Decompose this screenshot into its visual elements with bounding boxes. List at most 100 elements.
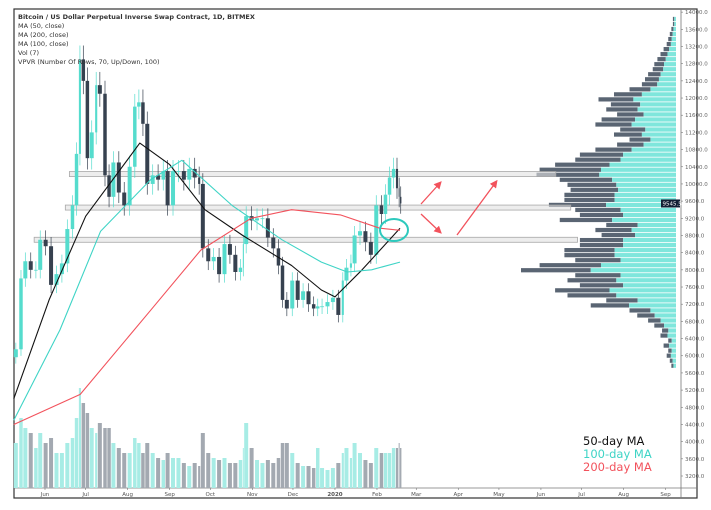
candle-body[interactable]	[280, 265, 285, 300]
candle-body[interactable]	[290, 280, 295, 309]
candle-body[interactable]	[244, 216, 249, 245]
candle-body[interactable]	[198, 177, 201, 184]
candle-body[interactable]	[89, 132, 94, 159]
indicator-ma100[interactable]: MA (100, close)	[18, 40, 69, 48]
candle-body[interactable]	[233, 254, 238, 272]
candle-body[interactable]	[227, 244, 232, 255]
candle-body[interactable]	[200, 183, 205, 249]
candle-body[interactable]	[19, 278, 23, 350]
candle-body[interactable]	[368, 241, 373, 255]
candle-body[interactable]	[363, 231, 368, 242]
candle-body[interactable]	[341, 280, 344, 315]
x-tick-label: Feb	[372, 492, 382, 498]
candle-body[interactable]	[54, 274, 59, 285]
candle-body[interactable]	[181, 171, 186, 180]
candle-body[interactable]	[23, 261, 28, 279]
candle-body[interactable]	[156, 175, 161, 180]
candle-body[interactable]	[70, 205, 75, 230]
candle-body[interactable]	[316, 306, 320, 309]
candle-body[interactable]	[352, 235, 357, 264]
candle-body[interactable]	[161, 171, 165, 180]
candle-body[interactable]	[311, 304, 316, 309]
candle-body[interactable]	[395, 168, 399, 189]
candle-body[interactable]	[336, 297, 341, 315]
indicator-vpvr[interactable]: VPVR (Number Of Rows, 70, Up/Down, 100)	[18, 58, 160, 66]
candle-body[interactable]	[85, 80, 90, 159]
candle-body[interactable]	[222, 244, 227, 275]
vpvr-row-up	[672, 31, 676, 37]
candle-body[interactable]	[95, 85, 98, 133]
candle-body[interactable]	[97, 85, 102, 94]
candle-body[interactable]	[107, 175, 111, 197]
candle-body[interactable]	[122, 192, 127, 206]
candle-body[interactable]	[325, 302, 330, 307]
candle-body[interactable]	[49, 246, 54, 285]
vpvr-row-down	[564, 253, 615, 258]
candle-body[interactable]	[398, 188, 400, 197]
candle-body[interactable]	[28, 261, 33, 270]
candle-body[interactable]	[206, 248, 211, 262]
vpvr-row-down	[672, 21, 675, 27]
candle-body[interactable]	[43, 239, 48, 247]
candle-body[interactable]	[374, 205, 379, 255]
candle-body[interactable]	[171, 171, 176, 206]
candle-body[interactable]	[271, 237, 276, 249]
candle-body[interactable]	[78, 59, 81, 154]
candle-body[interactable]	[344, 267, 349, 281]
candle-body[interactable]	[255, 218, 260, 221]
candle-body[interactable]	[38, 239, 43, 270]
vpvr-row-up	[612, 177, 676, 182]
candle-body[interactable]	[217, 256, 222, 275]
candle-body[interactable]	[192, 168, 197, 178]
indicator-ma200[interactable]: MA (200, close)	[18, 31, 69, 39]
candle-body[interactable]	[176, 171, 181, 172]
candle-body[interactable]	[400, 196, 402, 204]
candle-body[interactable]	[320, 306, 325, 308]
horizontal-level-band[interactable]	[33, 236, 578, 243]
volume-bars	[13, 388, 402, 488]
horizontal-level-band[interactable]	[64, 204, 572, 211]
candle-body[interactable]	[211, 256, 216, 262]
candle-body[interactable]	[265, 218, 270, 238]
candle-body[interactable]	[74, 153, 79, 206]
candle-body[interactable]	[59, 263, 64, 275]
candle-body[interactable]	[13, 349, 18, 358]
candle-body[interactable]	[295, 280, 300, 300]
volume-bar	[141, 453, 145, 488]
candle-body[interactable]	[103, 93, 107, 176]
candle-body[interactable]	[383, 194, 388, 215]
candle-body[interactable]	[165, 171, 170, 206]
candle-body[interactable]	[81, 59, 86, 81]
candle-body[interactable]	[301, 291, 306, 300]
candle-body[interactable]	[242, 244, 244, 268]
candle-body[interactable]	[127, 166, 132, 206]
candle-body[interactable]	[391, 168, 396, 178]
vpvr-row-down	[669, 358, 673, 363]
vpvr-row-down	[614, 132, 642, 137]
candle-body[interactable]	[379, 205, 384, 215]
candle-body[interactable]	[238, 267, 243, 272]
candle-body[interactable]	[137, 102, 141, 107]
candle-body[interactable]	[349, 263, 352, 268]
candle-body[interactable]	[145, 123, 150, 184]
candle-body[interactable]	[150, 175, 155, 184]
candle-body[interactable]	[116, 162, 121, 193]
indicator-ma50[interactable]: MA (50, close)	[18, 22, 65, 30]
horizontal-level-band[interactable]	[68, 171, 557, 177]
candle-body[interactable]	[65, 229, 70, 264]
y-tick-label: 14000.0	[685, 10, 708, 16]
indicator-vol[interactable]: Vol (7)	[18, 49, 39, 57]
candle-body[interactable]	[34, 269, 38, 271]
candle-body[interactable]	[306, 291, 311, 305]
candle-body[interactable]	[141, 102, 145, 124]
candle-body[interactable]	[330, 297, 335, 303]
vpvr-row-up	[620, 157, 676, 162]
candle-body[interactable]	[387, 177, 392, 195]
candle-body[interactable]	[284, 299, 289, 309]
volume-bar	[161, 460, 165, 488]
candle-body[interactable]	[133, 106, 137, 167]
candle-body[interactable]	[358, 231, 363, 236]
candle-body[interactable]	[260, 218, 265, 220]
candle-body[interactable]	[187, 168, 192, 180]
